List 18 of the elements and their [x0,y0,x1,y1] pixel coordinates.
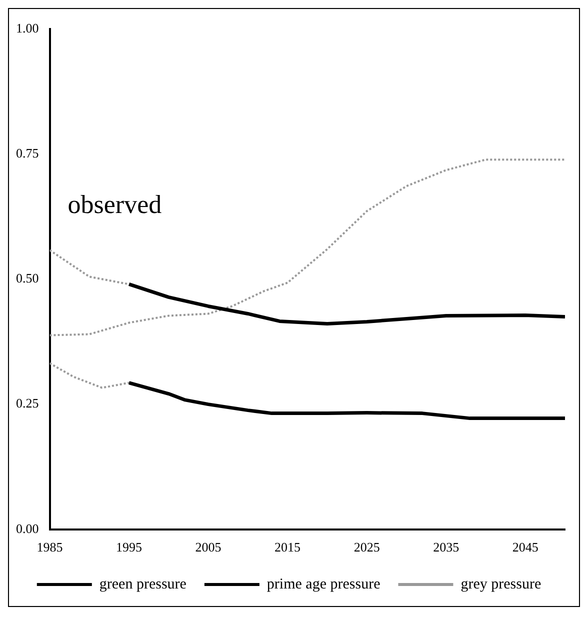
x-tick-label: 1985 [36,540,63,555]
x-tick-label: 2025 [354,540,380,555]
y-tick-label: 0.00 [16,520,39,536]
annotation: observed [68,190,162,219]
legend-label: green pressure [99,576,187,592]
x-tick-label: 2045 [512,540,538,555]
legend-label: prime age pressure [266,576,381,592]
y-tick-label: 0.50 [16,270,39,286]
x-tick-label: 1995 [116,540,142,555]
y-tick-label: 1.00 [16,20,39,36]
x-tick-label: 2035 [433,540,460,555]
x-tick-label: 2015 [274,540,301,555]
line-series [50,362,130,389]
x-tick-label: 2005 [195,540,222,555]
y-tick-label: 0.25 [16,396,39,411]
legend-label: grey pressure [460,576,542,592]
y-tick-label: 0.75 [16,146,39,161]
line-series [50,158,565,336]
